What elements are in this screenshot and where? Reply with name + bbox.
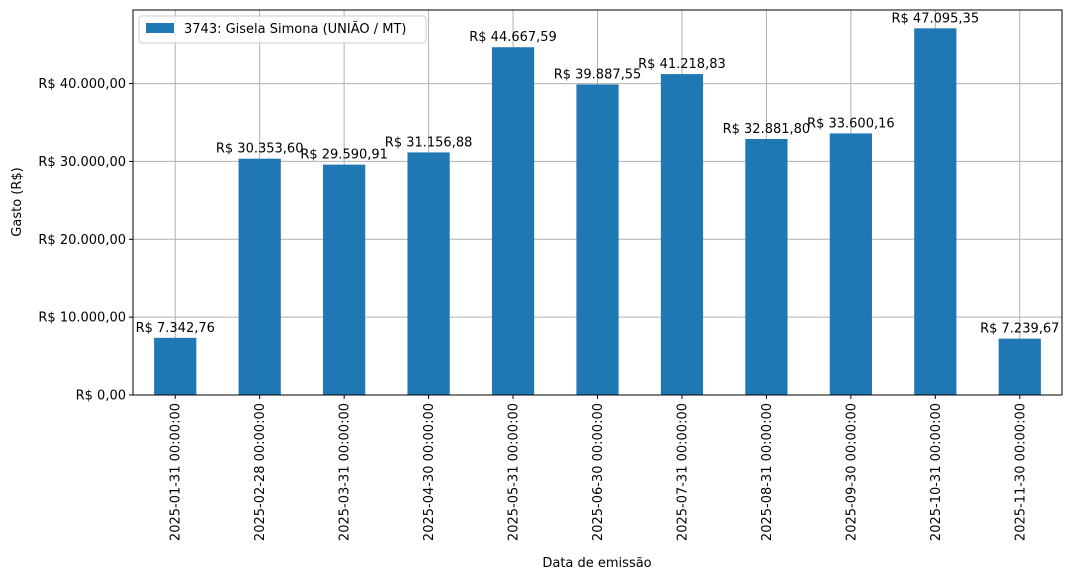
bar-value-label: R$ 33.600,16 bbox=[807, 116, 895, 131]
bars bbox=[154, 28, 1041, 396]
x-tick-label: 2025-11-30 00:00:00 bbox=[1013, 403, 1028, 541]
bar bbox=[576, 84, 619, 395]
x-tick-label: 2025-05-31 00:00:00 bbox=[507, 403, 522, 541]
y-tick-label: R$ 10.000,00 bbox=[38, 311, 126, 326]
bar-value-label: R$ 7.342,76 bbox=[136, 321, 215, 336]
y-axis-ticks: R$ 0,00 R$ 10.000,00 R$ 20.000,00 R$ 30.000… bbox=[38, 77, 133, 404]
bar bbox=[914, 28, 957, 396]
x-tick-label: 2025-01-31 00:00:00 bbox=[169, 403, 184, 541]
legend-swatch bbox=[146, 23, 174, 33]
bar bbox=[407, 152, 450, 395]
x-tick-label: 2025-07-31 00:00:00 bbox=[675, 403, 690, 541]
bar bbox=[323, 164, 366, 395]
y-tick-label: R$ 30.000,00 bbox=[38, 155, 126, 170]
y-tick-label: R$ 0,00 bbox=[76, 389, 126, 404]
bar bbox=[238, 158, 281, 395]
bar-value-label: R$ 30.353,60 bbox=[216, 142, 304, 157]
legend-label: 3743: Gisela Simona (UNIÃO / MT) bbox=[184, 21, 407, 37]
y-tick-label: R$ 40.000,00 bbox=[38, 77, 126, 92]
bar bbox=[660, 74, 704, 395]
x-tick-label: 2025-02-28 00:00:00 bbox=[253, 403, 268, 541]
bar bbox=[154, 337, 197, 395]
y-tick-label: R$ 20.000,00 bbox=[38, 233, 126, 248]
bar-value-label: R$ 32.881,80 bbox=[723, 122, 811, 137]
bar-value-label: R$ 44.667,59 bbox=[469, 30, 557, 45]
x-tick-label: 2025-10-31 00:00:00 bbox=[929, 403, 944, 541]
x-tick-label: 2025-08-31 00:00:00 bbox=[760, 403, 775, 541]
bar-value-label: R$ 41.218,83 bbox=[638, 57, 726, 72]
x-axis-label: Data de emissão bbox=[542, 556, 651, 571]
x-tick-label: 2025-09-30 00:00:00 bbox=[844, 403, 859, 541]
legend-box bbox=[138, 15, 427, 44]
x-tick-label: 2025-06-30 00:00:00 bbox=[591, 403, 606, 541]
x-tick-label: 2025-04-30 00:00:00 bbox=[422, 403, 437, 541]
y-axis-label: Gasto (R$) bbox=[10, 167, 25, 236]
bar bbox=[745, 138, 788, 395]
x-tick-label: 2025-03-31 00:00:00 bbox=[338, 403, 353, 541]
bar bbox=[491, 47, 535, 395]
data-labels: R$ 7.342,76 R$ 30.353,60R$ 29.590,91R$ 31… bbox=[136, 11, 1060, 336]
x-axis-ticks: 2025-01-31 00:00:00 2025-02-28 00:00:00 20… bbox=[169, 395, 1028, 541]
bar-value-label: R$ 31.156,88 bbox=[385, 135, 473, 150]
bar-value-label: R$ 47.095,35 bbox=[892, 11, 980, 26]
bar-value-label: R$ 29.590,91 bbox=[300, 148, 388, 163]
bar bbox=[829, 133, 872, 395]
bar-value-label: R$ 39.887,55 bbox=[554, 67, 642, 82]
legend: 3743: Gisela Simona (UNIÃO / MT) bbox=[138, 15, 427, 44]
bar-value-label: R$ 7.239,67 bbox=[980, 322, 1059, 337]
bar bbox=[998, 338, 1041, 395]
